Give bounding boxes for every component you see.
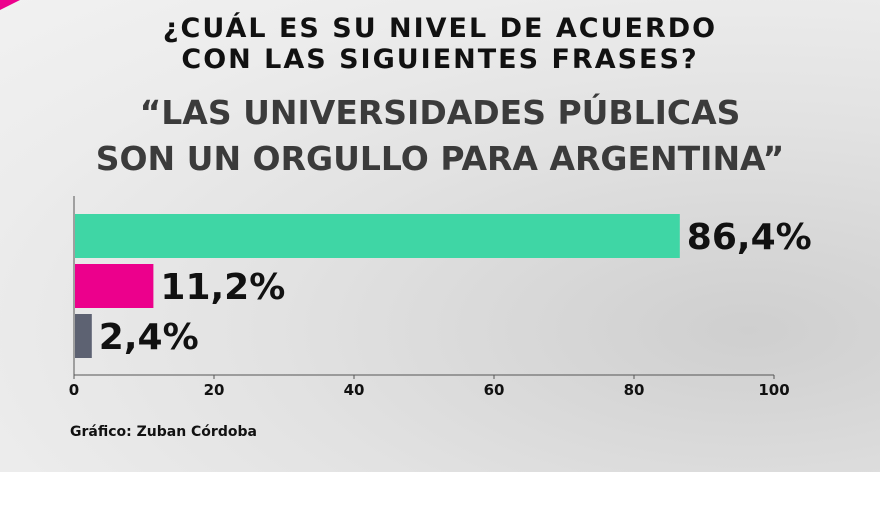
x-tick-label-3: 60 bbox=[484, 381, 505, 399]
pink-corner-accent bbox=[0, 0, 20, 10]
x-tick-label-1: 20 bbox=[204, 381, 225, 399]
bar-value-label-2: 2,4% bbox=[99, 317, 199, 358]
bar-chart: 0 20 40 60 80 100 86,4% 11,2% 2,4% bbox=[69, 196, 812, 399]
question-line-1: ¿CUÁL ES SU NIVEL DE ACUERDO bbox=[162, 13, 718, 44]
chart-source: Gráfico: Zuban Córdoba bbox=[70, 424, 257, 440]
bar-value-label-0: 86,4% bbox=[687, 217, 812, 258]
infographic-panel: ¿CUÁL ES SU NIVEL DE ACUERDO CON LAS SIG… bbox=[0, 0, 880, 472]
question-line-2: CON LAS SIGUIENTES FRASES? bbox=[181, 44, 699, 75]
statement-line-2: SON UN ORGULLO PARA ARGENTINA” bbox=[95, 139, 785, 178]
bar-value-label-1: 11,2% bbox=[160, 267, 285, 308]
x-tick-label-0: 0 bbox=[69, 381, 79, 399]
x-tick-label-4: 80 bbox=[624, 381, 645, 399]
bar-1 bbox=[75, 264, 154, 308]
x-tick-label-5: 100 bbox=[758, 381, 789, 399]
bar-0 bbox=[75, 214, 680, 258]
bar-2 bbox=[75, 314, 92, 358]
statement-line-1: “LAS UNIVERSIDADES PÚBLICAS bbox=[139, 93, 741, 132]
x-tick-label-2: 40 bbox=[344, 381, 365, 399]
